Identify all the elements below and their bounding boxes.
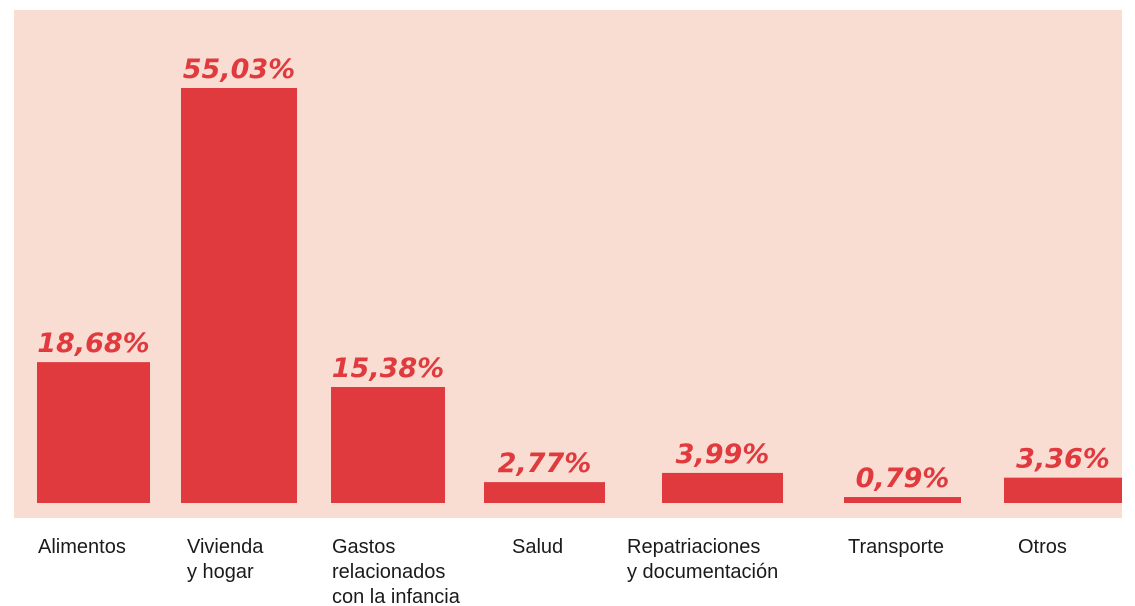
bar-value-label-7: 3,36% [1016,444,1110,475]
value-labels-group: 18,68% 55,03% 15,38% 2,77% 3,99% 0,79% 3,36% [37,54,1110,494]
bar-value-label-5: 3,99% [676,439,770,470]
bar-4 [484,482,605,503]
bar-6 [844,497,961,503]
bar-1 [37,362,150,503]
bar-value-label-1: 18,68% [37,328,149,359]
bar-2 [181,88,297,503]
category-labels-group: Alimentos Vivienda y hogar Gastos relacionad… [38,536,1067,606]
bar-value-label-3: 15,38% [332,353,444,384]
category-label-1: Alimentos [38,536,126,558]
bar-5 [662,472,783,503]
category-label-7: Otros [1018,536,1067,558]
bar-3 [331,387,445,503]
category-label-4: Salud [512,536,563,558]
bar-value-label-6: 0,79% [856,463,950,494]
category-label-6: Transporte [848,536,944,558]
category-label-3: Gastos relacionados con la infancia [332,536,461,606]
plot-background [14,10,1122,518]
bar-value-label-2: 55,03% [183,54,295,85]
bars-group [37,88,1122,503]
bar-value-label-4: 2,77% [498,448,592,479]
category-label-2: Vivienda y hogar [187,536,264,583]
category-label-5: Repatriaciones y documentación [627,536,778,583]
bar-7 [1004,477,1122,503]
